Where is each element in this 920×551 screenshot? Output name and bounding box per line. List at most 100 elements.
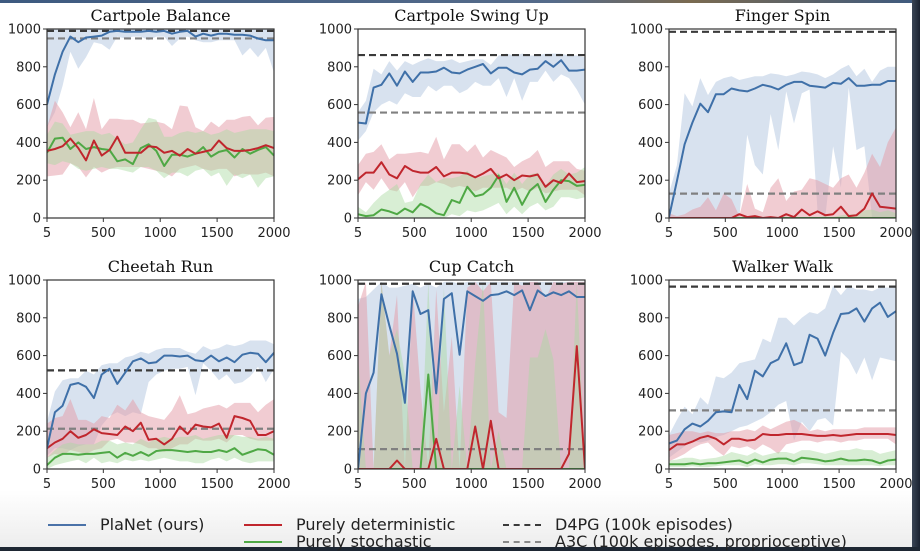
legend-swatch-planet — [48, 523, 86, 526]
line-planet — [358, 289, 585, 469]
legend-label-deterministic: Purely deterministic — [296, 515, 456, 534]
x-tick-label: 5 — [665, 477, 673, 492]
y-tick-label: 600 — [16, 98, 41, 113]
y-tick-label: 800 — [327, 311, 352, 326]
y-tick-label: 400 — [638, 136, 663, 151]
plot-area — [669, 285, 896, 468]
subplot-title: Cartpole Balance — [90, 6, 230, 25]
legend-label-a3c: A3C (100k episodes, proprioceptive) — [555, 532, 847, 551]
y-tick-label: 800 — [16, 311, 41, 326]
legend-label-d4pg: D4PG (100k episodes) — [555, 515, 733, 534]
line-planet — [47, 351, 274, 449]
band-planet — [358, 53, 585, 141]
subplot-finger-spin: 0 200 400 600 800 1000 5 500 1000 1500 2000 Finger … — [630, 6, 913, 241]
line-sto — [358, 174, 585, 218]
x-tick-label: 1000 — [455, 226, 488, 241]
y-tick-label: 0 — [33, 212, 41, 227]
y-tick-label: 1000 — [8, 23, 41, 38]
band-sto — [669, 209, 896, 218]
band-det — [47, 395, 274, 458]
legend-label-stochastic: Purely stochastic — [296, 532, 432, 551]
x-tick-label: 500 — [91, 477, 116, 492]
y-tick-label: 1000 — [319, 274, 352, 289]
x-tick-label: 500 — [91, 226, 116, 241]
y-tick-label: 600 — [327, 98, 352, 113]
x-tick-label: 2000 — [879, 226, 912, 241]
subplot-title: Cartpole Swing Up — [394, 6, 549, 25]
subplot-cartpole-balance: 0 200 400 600 800 1000 5 500 1000 1500 2000 Cartpol… — [8, 6, 291, 241]
window-top-edge — [0, 0, 920, 3]
y-tick-label: 1000 — [630, 274, 663, 289]
x-tick-label: 5 — [665, 226, 673, 241]
x-tick-label: 1000 — [455, 477, 488, 492]
y-tick-label: 200 — [327, 425, 352, 440]
band-det — [358, 136, 585, 198]
y-tick-label: 600 — [638, 349, 663, 364]
band-sto — [47, 435, 274, 469]
x-tick-label: 5 — [43, 226, 51, 241]
y-tick-label: 1000 — [8, 274, 41, 289]
legend-swatch-d4pg — [503, 523, 541, 526]
y-tick-label: 0 — [655, 212, 663, 227]
subplot-walker-walk: 0 200 400 600 800 1000 5 500 1000 1500 2000 Walker … — [630, 257, 913, 492]
x-tick-label: 5 — [354, 226, 362, 241]
x-tick-label: 1000 — [144, 477, 177, 492]
band-planet — [669, 64, 896, 218]
y-tick-label: 600 — [638, 98, 663, 113]
subplot-cartpole-swing-up: 0 200 400 600 800 1000 5 500 1000 1500 2000 Cartpol… — [319, 6, 602, 241]
plot-area — [47, 29, 274, 188]
legend: PlaNet (ours) Purely deterministic Purel… — [0, 510, 912, 551]
y-tick-label: 800 — [327, 60, 352, 75]
x-tick-label: 500 — [402, 477, 427, 492]
x-tick-label: 1000 — [144, 226, 177, 241]
y-tick-label: 600 — [327, 349, 352, 364]
x-tick-label: 5 — [354, 477, 362, 492]
x-tick-label: 1000 — [766, 477, 799, 492]
line-det — [669, 433, 896, 451]
line-sto — [47, 447, 274, 466]
band-sto — [47, 117, 274, 188]
subplot-title: Walker Walk — [732, 257, 833, 276]
y-tick-label: 0 — [33, 463, 41, 478]
plot-area — [669, 30, 896, 218]
y-tick-label: 200 — [638, 425, 663, 440]
line-det — [358, 161, 585, 188]
line-planet — [669, 301, 896, 445]
line-planet — [358, 59, 585, 125]
y-tick-label: 400 — [327, 136, 352, 151]
legend-item-deterministic: Purely deterministic — [244, 515, 455, 534]
legend-background — [0, 490, 912, 547]
x-tick-label: 2000 — [568, 226, 601, 241]
y-tick-label: 0 — [655, 463, 663, 478]
y-tick-label: 200 — [638, 174, 663, 189]
subplot-title: Cup Catch — [429, 257, 514, 276]
y-tick-label: 1000 — [319, 23, 352, 38]
x-tick-label: 5 — [43, 477, 51, 492]
x-tick-label: 1500 — [512, 477, 545, 492]
subplot-title: Cheetah Run — [108, 257, 214, 276]
y-tick-label: 800 — [638, 60, 663, 75]
band-det — [669, 419, 896, 462]
subplot-title: Finger Spin — [735, 6, 831, 25]
legend-item-stochastic: Purely stochastic — [244, 532, 432, 551]
y-tick-label: 400 — [638, 387, 663, 402]
x-tick-label: 2000 — [257, 226, 290, 241]
x-tick-label: 1500 — [823, 477, 856, 492]
x-tick-label: 1500 — [201, 226, 234, 241]
y-tick-label: 800 — [638, 311, 663, 326]
legend-swatch-a3c — [503, 540, 541, 543]
plot-area — [358, 53, 585, 218]
x-tick-label: 2000 — [879, 477, 912, 492]
line-planet — [669, 77, 896, 218]
y-tick-label: 400 — [16, 136, 41, 151]
x-tick-label: 1000 — [766, 226, 799, 241]
legend-label-planet: PlaNet (ours) — [100, 515, 205, 534]
legend-item-d4pg: D4PG (100k episodes) — [503, 515, 733, 534]
y-tick-label: 200 — [16, 425, 41, 440]
band-sto — [358, 281, 585, 469]
y-tick-label: 600 — [16, 349, 41, 364]
band-det — [358, 281, 585, 469]
line-sto — [669, 456, 896, 466]
subplot-cheetah-run: 0 200 400 600 800 1000 5 500 1000 1500 2000 Cheetah… — [8, 257, 291, 492]
